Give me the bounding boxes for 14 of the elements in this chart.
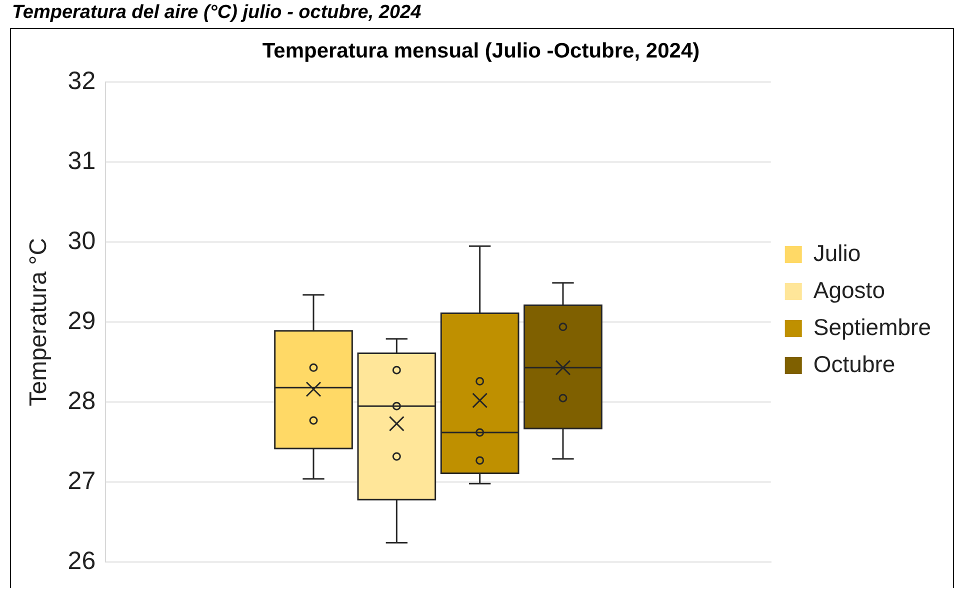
y-tick-label: 26	[68, 546, 96, 575]
legend-label: Julio	[813, 240, 861, 266]
legend-label: Agosto	[813, 276, 885, 303]
y-tick-label: 32	[68, 67, 96, 96]
y-tick-label: 27	[68, 466, 96, 495]
y-tick-label: 30	[68, 227, 96, 256]
y-tick-label: 29	[68, 306, 96, 335]
text: Temperatura del aire (°C) julio - octubre, 2024	[11, 1, 422, 25]
legend-label: Octubre	[813, 350, 896, 377]
y-tick-label: 28	[68, 386, 96, 415]
y-axis-title: Temperatura °C	[25, 238, 52, 406]
y-tick-label: 31	[68, 147, 96, 176]
chart-title: Temperatura mensual (Julio -Octubre, 2024)	[262, 39, 700, 62]
legend-label: Septiembre	[813, 314, 932, 340]
